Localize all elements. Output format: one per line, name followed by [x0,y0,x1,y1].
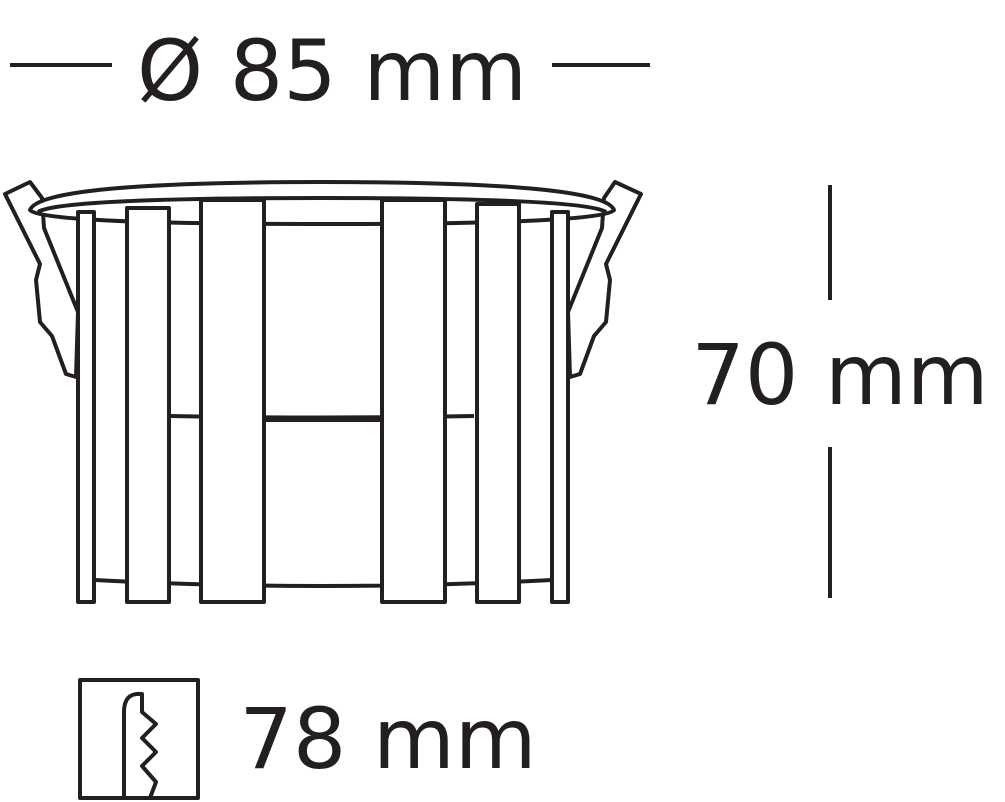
cutout-label: 78 mm [239,690,536,788]
height-label: 70 mm [691,326,988,424]
trim-ring-inner [36,196,608,214]
ceiling-cutout-icon [78,678,200,800]
heatsink-fin [76,210,96,604]
heatsink-fin [125,206,171,604]
heatsink-fin [199,198,266,604]
heatsink-fin [550,210,570,604]
spring-clip-right [566,180,643,379]
spring-clip-left [3,180,80,379]
heatsink-fin [475,202,521,604]
diameter-label: Ø 85 mm [137,22,527,120]
downlight-fixture [3,180,643,604]
heatsink-fin [380,198,447,604]
trim-ring [28,180,616,226]
